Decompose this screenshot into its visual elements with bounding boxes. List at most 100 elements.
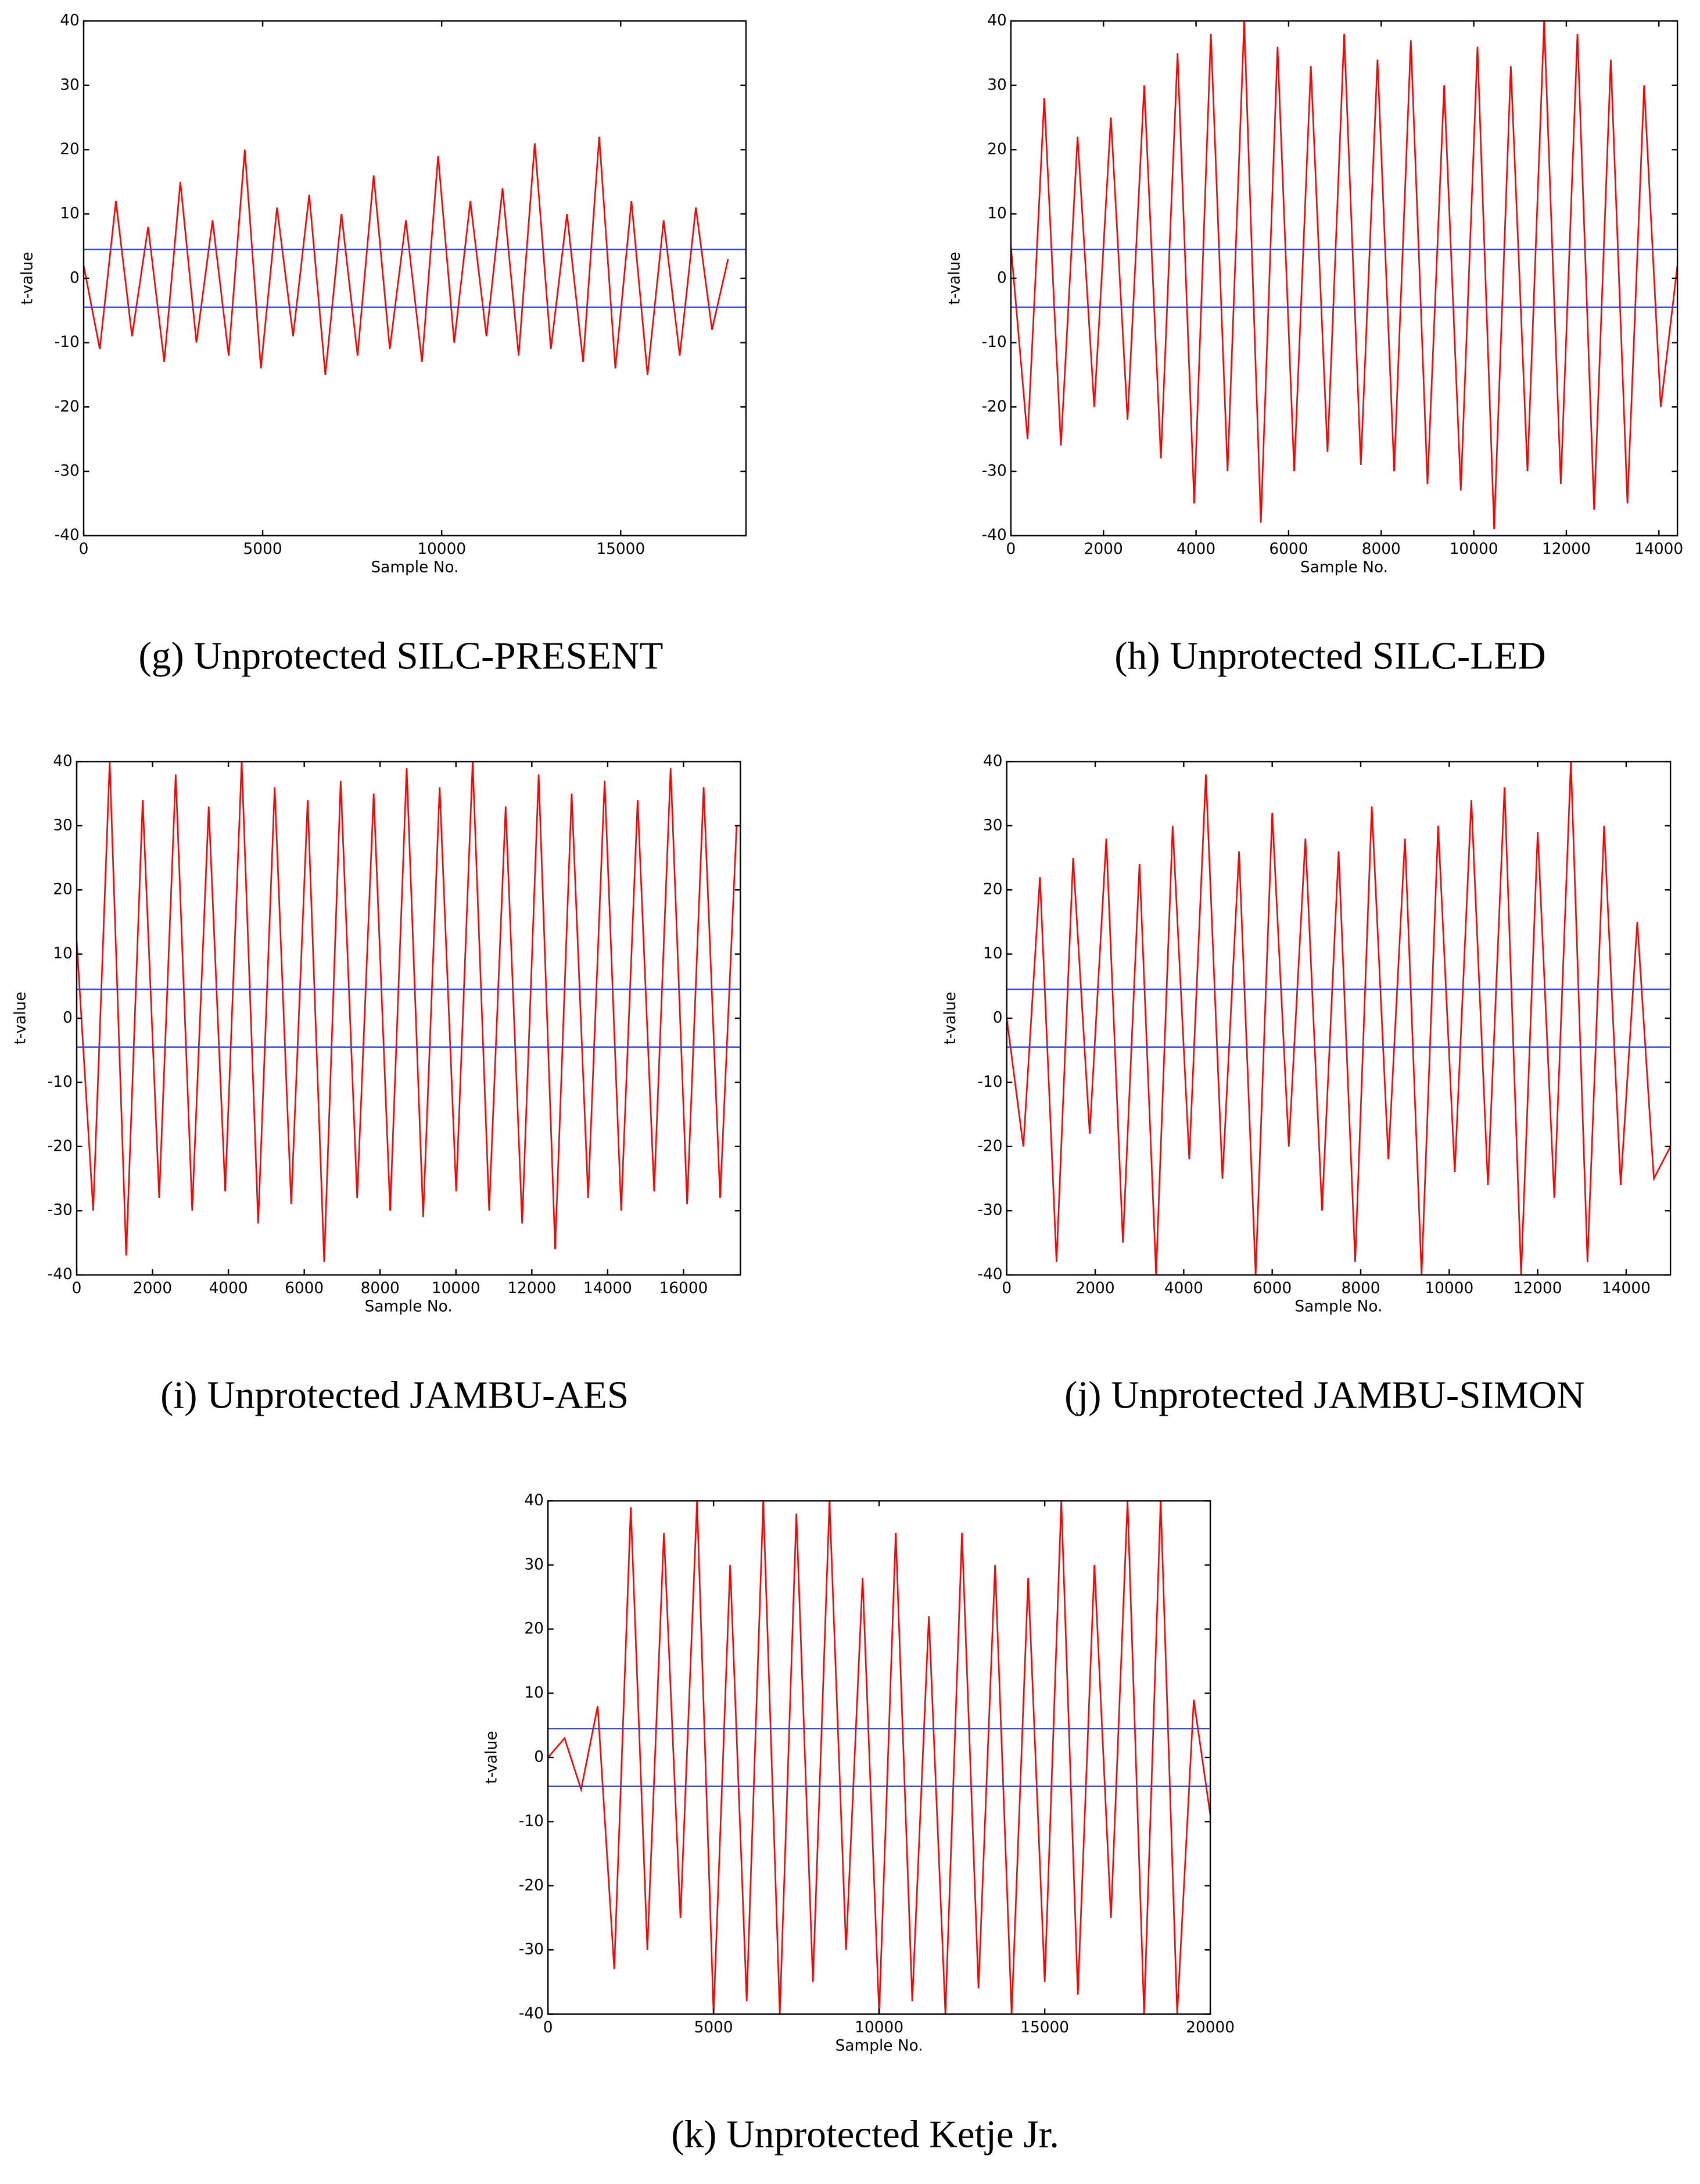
y-tick-label: -30 [977,1202,1002,1219]
y-tick-label: 40 [987,12,1007,30]
plot-frame [83,20,747,536]
x-tick-label: 8000 [1362,540,1401,558]
x-tick-label: 2000 [133,1280,172,1297]
x-axis-label: Sample No. [1300,558,1388,576]
x-axis-label: Sample No. [835,2037,923,2054]
y-tick-label: -40 [519,2005,544,2022]
x-tick-label: 6000 [285,1280,324,1297]
y-tick-label: 20 [524,1620,544,1638]
y-tick-label: 10 [524,1684,544,1702]
y-tick-label: 20 [987,141,1007,158]
y-tick-label: 30 [983,817,1003,834]
x-tick-label: 0 [1002,1280,1012,1297]
y-tick-label: -20 [982,398,1007,416]
y-tick-label: -30 [55,462,80,479]
y-axis-label: t-value [19,252,36,305]
x-tick-label: 2000 [1084,540,1123,558]
y-tick-label: 30 [987,76,1007,94]
x-tick-label: 0 [1006,540,1016,558]
y-tick-label: -10 [982,334,1007,351]
y-tick-label: 30 [524,1556,544,1573]
x-tick-label: 14000 [583,1280,632,1297]
x-tick-label: 10000 [1450,540,1498,558]
chart: -40 -30 -20 -10 0 10 20 30 40 0 2000 4000 6000 8000 10… [12,753,741,1417]
y-tick-label: -30 [982,462,1007,479]
y-tick-label: -20 [977,1137,1002,1155]
caption: (h) Unprotected SILC-LED [1114,634,1546,678]
x-tick-label: 16000 [659,1280,708,1297]
x-tick-label: 14000 [1634,540,1683,558]
x-tick-label: 10000 [1425,1280,1473,1297]
x-tick-label: 4000 [209,1280,248,1297]
y-tick-label: -40 [977,1266,1002,1283]
y-tick-label: 0 [70,269,80,287]
y-tick-label: -20 [48,1137,73,1155]
x-tick-label: 2000 [1076,1280,1115,1297]
x-tick-label: 0 [79,540,89,558]
y-tick-label: -30 [48,1202,73,1219]
x-tick-label: 15000 [1020,2019,1069,2036]
trace [1006,761,1671,1275]
y-tick-label: 20 [53,881,73,898]
x-axis-label: Sample No. [1294,1298,1382,1315]
chart: -40 -30 -20 -10 0 10 20 30 40 0 2000 4000 6000 8000 10… [942,753,1672,1417]
x-tick-label: 5000 [243,540,282,558]
y-tick-label: -10 [55,334,80,351]
x-tick-label: 12000 [507,1280,556,1297]
y-tick-label: -30 [519,1941,544,1959]
x-tick-label: 0 [72,1280,82,1297]
y-axis-label: t-value [12,991,29,1044]
trace [83,137,729,375]
x-tick-label: 12000 [1513,1280,1562,1297]
y-tick-label: -20 [55,398,80,416]
x-tick-label: 20000 [1186,2019,1235,2036]
x-tick-label: 8000 [1341,1280,1380,1297]
caption: (j) Unprotected JAMBU-SIMON [1064,1373,1585,1417]
y-tick-label: 10 [987,205,1007,223]
y-tick-label: 0 [63,1009,73,1027]
x-tick-label: 6000 [1253,1280,1292,1297]
y-tick-label: 0 [993,1009,1003,1027]
y-tick-label: -40 [55,527,80,544]
x-tick-label: 4000 [1164,1280,1203,1297]
y-tick-label: 20 [983,881,1003,898]
y-tick-label: 0 [997,269,1007,287]
trace [76,761,738,1262]
caption: (i) Unprotected JAMBU-AES [160,1373,629,1417]
y-tick-label: 10 [53,945,73,962]
chart: -40 -30 -20 -10 0 10 20 30 40 0 2000 4000 6000 8000 10… [946,12,1683,678]
x-tick-label: 0 [543,2019,553,2036]
y-tick-label: 40 [53,753,73,770]
x-tick-label: 10000 [417,540,466,558]
x-tick-label: 15000 [596,540,645,558]
x-tick-label: 12000 [1542,540,1591,558]
x-tick-label: 10000 [432,1280,480,1297]
y-tick-label: 30 [53,817,73,834]
y-tick-label: 20 [60,141,80,158]
y-tick-label: 0 [534,1749,544,1766]
chart: -40 -30 -20 -10 0 10 20 30 40 0 5000 10000 15000 2000… [483,1492,1235,2156]
y-tick-label: -10 [977,1073,1002,1091]
y-tick-label: 10 [60,205,80,223]
x-tick-label: 5000 [694,2019,733,2036]
caption: (k) Unprotected Ketje Jr. [671,2113,1059,2156]
y-tick-label: 10 [983,945,1003,962]
chart: -40 -30 -20 -10 0 10 20 30 40 0 5000 10000 15000 Samp… [19,12,747,678]
y-tick-label: -20 [519,1877,544,1894]
trace [1010,21,1678,529]
x-tick-label: 4000 [1177,540,1215,558]
plot-frame [1010,20,1679,536]
x-axis-label: Sample No. [371,558,458,576]
y-tick-label: -10 [48,1073,73,1091]
x-tick-label: 6000 [1269,540,1308,558]
y-axis-label: t-value [483,1731,501,1784]
y-tick-label: 40 [983,753,1003,770]
y-tick-label: 40 [60,12,80,30]
y-tick-label: 30 [60,76,80,94]
y-axis-label: t-value [942,991,959,1044]
y-tick-label: -10 [519,1813,544,1830]
y-tick-label: -40 [48,1266,73,1283]
y-axis-label: t-value [946,252,963,305]
y-tick-label: 40 [524,1492,544,1509]
